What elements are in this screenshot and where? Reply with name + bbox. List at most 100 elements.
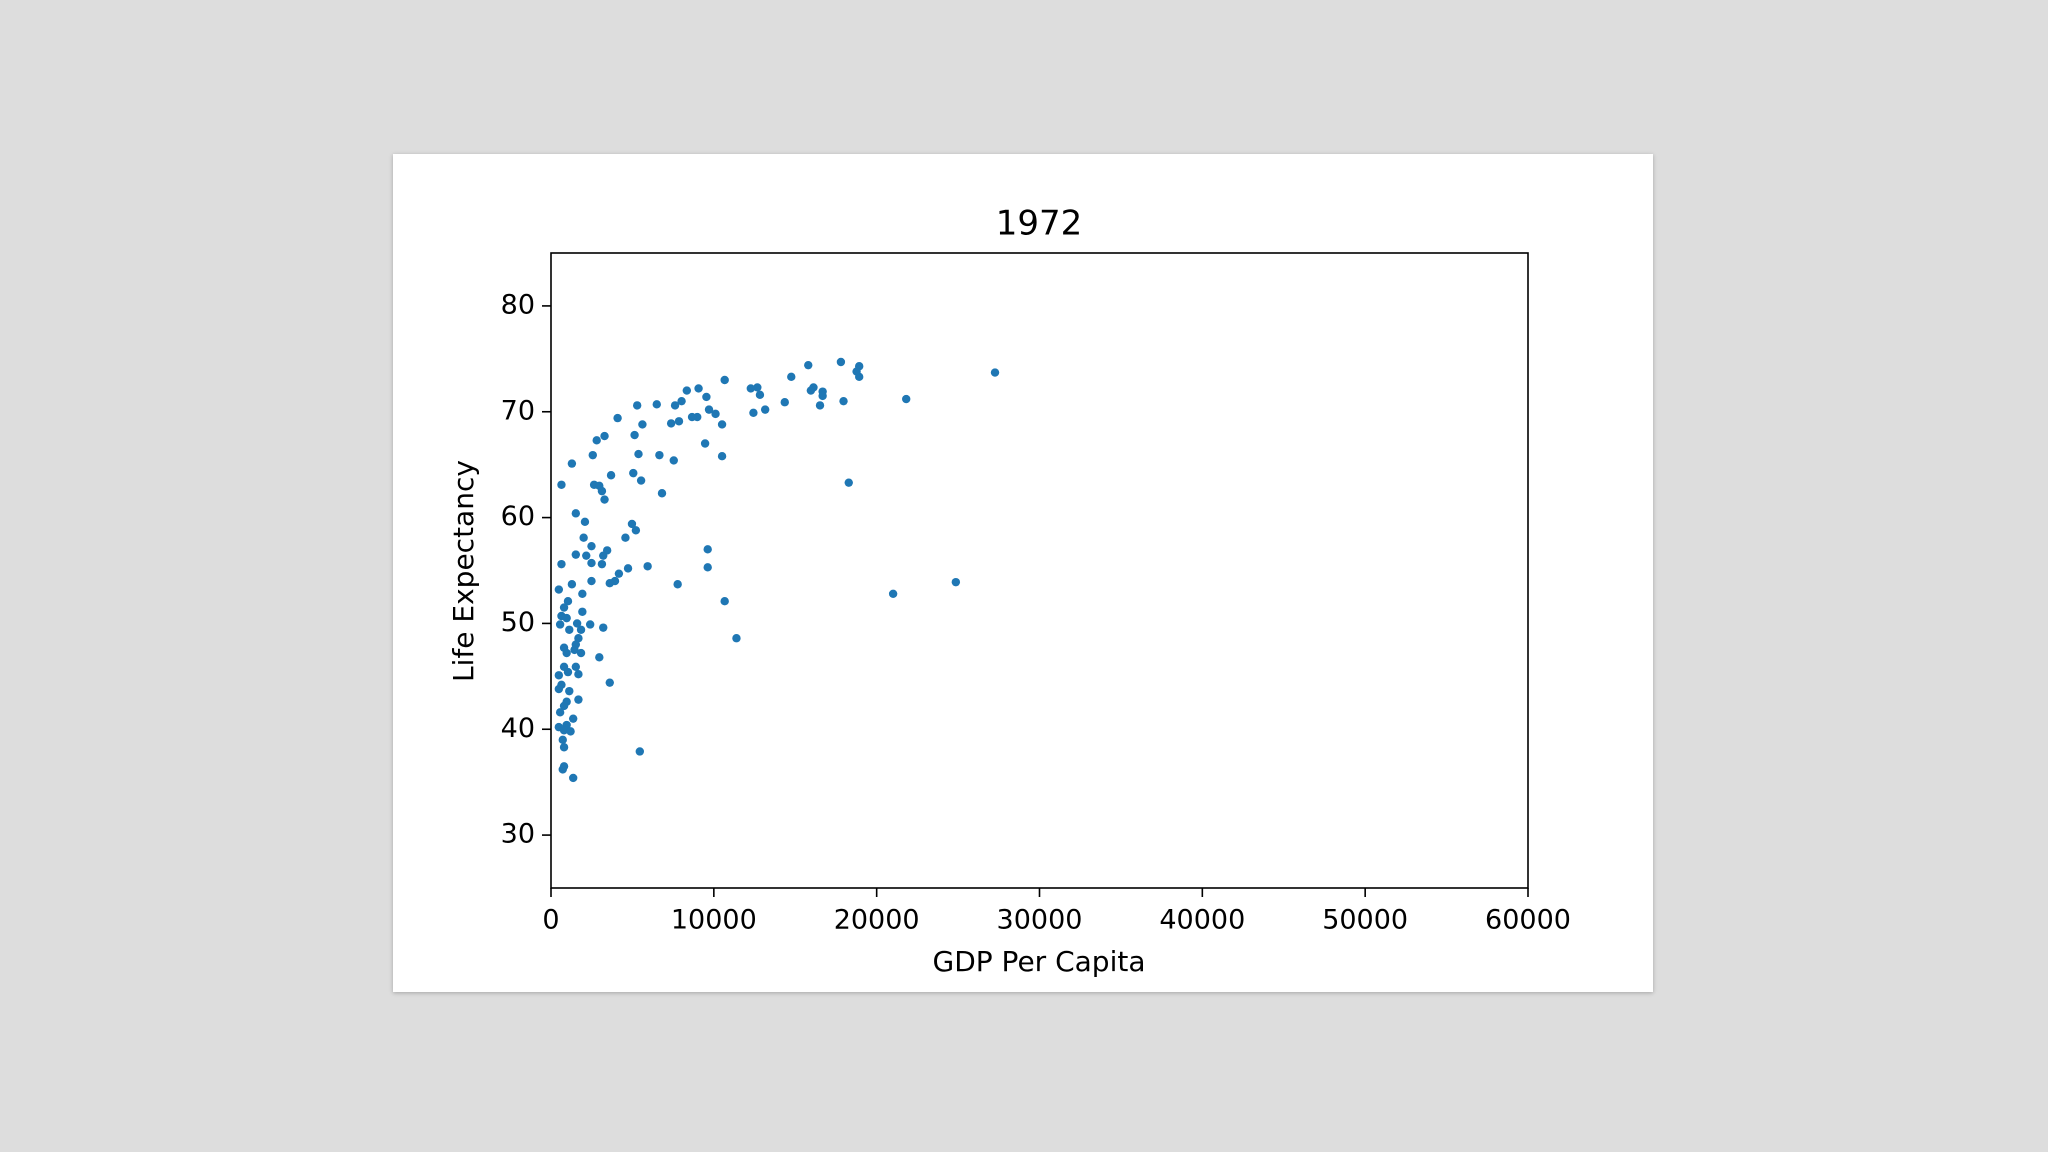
data-point: [559, 743, 569, 752]
data-point: [711, 409, 720, 419]
figure-card: 1972 GDP Per Capita Life Expectancy 0 100…: [393, 154, 1653, 992]
data-point: [839, 396, 848, 406]
data-point: [787, 372, 796, 382]
data-point: [717, 452, 727, 461]
data-point: [687, 412, 697, 422]
data-point: [629, 468, 638, 478]
data-point: [670, 401, 680, 410]
data-point: [634, 449, 643, 459]
data-point: [605, 678, 614, 687]
data-point: [755, 390, 765, 400]
y-tick-label: 40: [501, 713, 535, 744]
data-point: [571, 662, 581, 672]
data-point: [578, 607, 587, 616]
data-point: [559, 726, 569, 735]
data-point: [844, 478, 853, 487]
data-point: [572, 619, 582, 628]
x-tick-label: 50000: [1322, 905, 1408, 936]
data-point: [674, 417, 684, 426]
data-point: [554, 671, 564, 680]
data-point: [571, 509, 581, 518]
data-point: [627, 519, 637, 529]
data-point: [703, 545, 712, 554]
data-point: [636, 476, 646, 485]
x-tick-label: 20000: [834, 905, 920, 936]
data-point: [749, 408, 758, 418]
data-point: [852, 367, 861, 376]
data-point: [567, 580, 577, 589]
data-point: [554, 585, 564, 594]
data-point: [568, 773, 578, 783]
data-point: [623, 564, 633, 573]
data-point: [562, 648, 571, 658]
x-axis-label: GDP Per Capita: [933, 945, 1146, 978]
x-tick-label: 60000: [1485, 905, 1571, 936]
data-point: [732, 634, 741, 643]
data-point: [951, 577, 961, 587]
data-point: [694, 384, 703, 393]
data-point: [557, 480, 566, 489]
data-point: [574, 670, 583, 679]
data-point: [555, 708, 565, 717]
data-point: [703, 563, 712, 572]
x-tick-label: 30000: [997, 905, 1083, 936]
data-point: [565, 625, 574, 634]
data-point: [587, 541, 596, 551]
data-point: [599, 551, 608, 560]
data-point: [563, 667, 573, 677]
chart-title: 1972: [996, 204, 1083, 244]
data-point: [815, 401, 825, 410]
data-point: [566, 727, 575, 736]
data-point: [588, 450, 597, 460]
data-point: [562, 613, 571, 623]
data-point: [579, 533, 588, 542]
data-point: [669, 456, 678, 465]
data-point: [888, 589, 898, 598]
data-point: [574, 695, 583, 704]
data-point: [704, 405, 714, 414]
y-tick-label: 70: [501, 395, 535, 426]
y-tick-label: 80: [501, 289, 535, 320]
data-point: [666, 419, 676, 428]
x-tick-label: 0: [542, 905, 559, 936]
y-tick-label: 30: [501, 819, 535, 850]
data-point: [576, 625, 586, 634]
data-point: [582, 551, 591, 560]
data-point: [673, 580, 682, 589]
x-tick-label: 10000: [671, 905, 757, 936]
data-point: [753, 383, 762, 392]
data-point: [621, 533, 630, 542]
data-point: [606, 471, 616, 480]
data-point: [631, 526, 641, 535]
data-point: [570, 645, 579, 655]
data-point: [657, 489, 667, 498]
data-point: [632, 401, 642, 410]
data-point: [638, 420, 647, 429]
data-point: [655, 450, 664, 460]
data-point: [587, 576, 596, 586]
data-point: [568, 714, 578, 723]
data-point: [558, 735, 567, 745]
data-point: [806, 386, 816, 395]
y-tick-label: 60: [501, 501, 535, 532]
data-point: [600, 431, 609, 441]
data-point: [585, 620, 595, 629]
data-point: [720, 596, 729, 606]
data-point: [559, 603, 569, 612]
data-point: [554, 684, 564, 694]
data-point: [702, 392, 711, 402]
data-point: [576, 648, 586, 658]
data-point: [652, 400, 661, 409]
data-point: [597, 559, 607, 569]
data-point: [613, 413, 622, 423]
data-point: [614, 569, 624, 578]
data-point: [599, 623, 608, 632]
data-point: [780, 398, 789, 407]
data-point: [595, 653, 604, 662]
data-point: [574, 634, 583, 643]
data-point: [682, 386, 692, 395]
y-tick-label: 50: [501, 607, 535, 638]
data-point: [555, 620, 565, 629]
data-point: [597, 486, 607, 496]
